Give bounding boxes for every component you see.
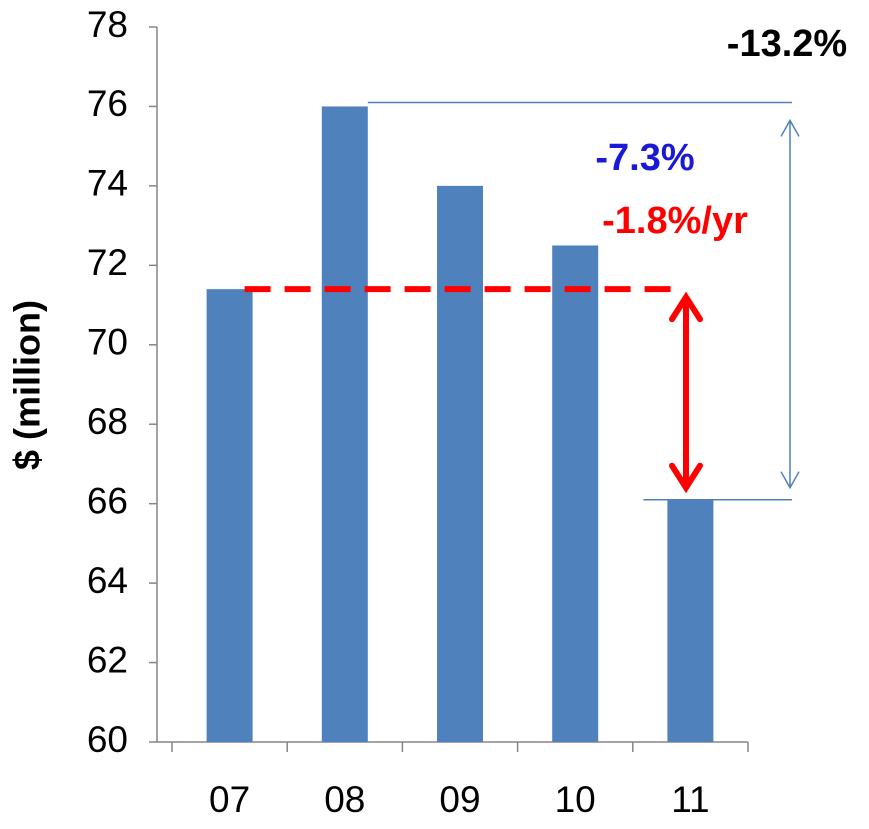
annotation: -7.3% — [595, 137, 694, 179]
bar — [552, 245, 599, 742]
y-tick-label: 62 — [87, 639, 128, 680]
annotation: -13.2% — [727, 23, 847, 65]
annotation: -1.8%/yr — [602, 200, 748, 242]
arrow-head — [780, 118, 800, 137]
y-tick-label: 76 — [87, 83, 128, 124]
x-tick-label: 07 — [209, 779, 250, 820]
x-tick-label: 10 — [555, 779, 596, 820]
arrow-head — [669, 291, 703, 323]
y-axis-label: $ (million) — [7, 300, 48, 470]
bar — [321, 106, 368, 742]
bar — [206, 289, 253, 742]
x-tick-label: 09 — [439, 779, 480, 820]
y-tick-label: 66 — [87, 480, 128, 521]
y-tick-label: 64 — [87, 560, 128, 601]
y-tick-label: 68 — [87, 401, 128, 442]
y-tick-label: 78 — [87, 4, 128, 45]
bar — [667, 499, 714, 742]
y-tick-label: 72 — [87, 242, 128, 283]
arrow-head — [780, 471, 800, 490]
x-tick-label: 11 — [671, 779, 709, 820]
y-tick-label: 70 — [87, 322, 128, 363]
arrow-head — [669, 462, 703, 494]
y-tick-label: 74 — [87, 163, 128, 204]
y-tick-label: 60 — [87, 719, 128, 760]
x-tick-label: 08 — [324, 779, 365, 820]
bar — [437, 185, 483, 742]
